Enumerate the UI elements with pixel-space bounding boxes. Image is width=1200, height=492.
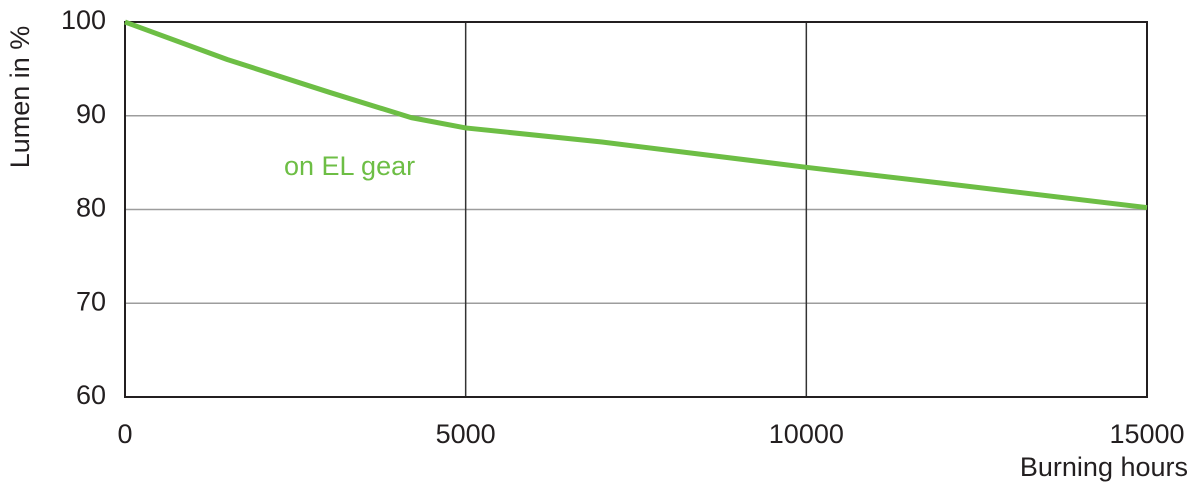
y-axis-label: Lumen in % (5, 26, 35, 169)
series-label: on EL gear (284, 151, 415, 181)
plot-frame (124, 21, 1148, 398)
y-tick-label: 70 (76, 286, 106, 316)
y-tick-label: 60 (76, 380, 106, 410)
x-tick-label: 0 (117, 419, 132, 449)
y-tick-label: 90 (76, 99, 106, 129)
x-axis-label: Burning hours (1020, 452, 1188, 482)
y-tick-label: 100 (61, 5, 106, 35)
y-tick-label: 80 (76, 193, 106, 223)
x-tick-label: 5000 (436, 419, 496, 449)
x-tick-label: 15000 (1109, 419, 1184, 449)
series-line (124, 19, 1148, 211)
x-tick-label: 10000 (769, 419, 844, 449)
